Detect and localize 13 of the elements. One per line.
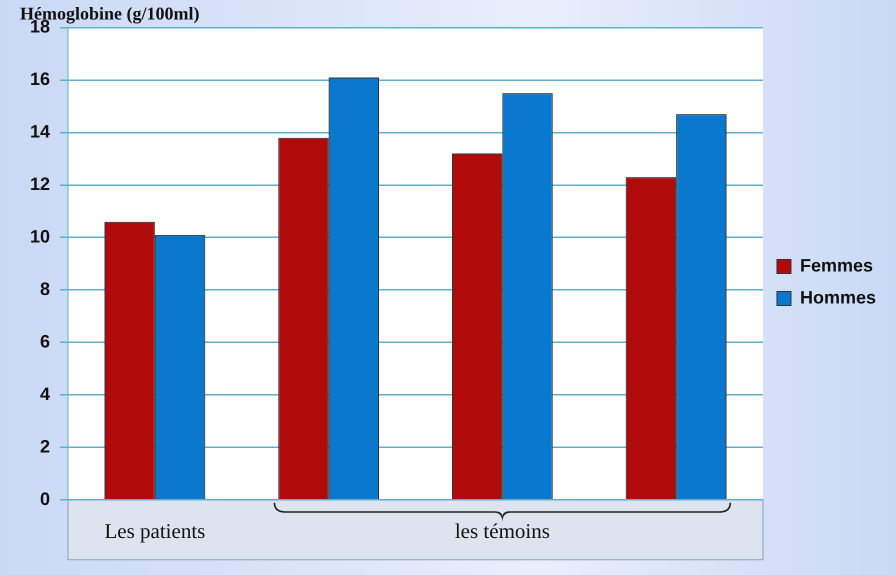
y-tick-label: 4 — [40, 384, 50, 404]
y-tick-label: 6 — [40, 331, 50, 352]
y-tick-label: 16 — [30, 69, 50, 90]
y-tick-label: 8 — [40, 278, 50, 299]
y-tick-label: 2 — [40, 436, 50, 456]
x-tick-label: les témoins — [454, 518, 550, 543]
y-tick-label: 10 — [30, 226, 50, 246]
y-tick-label: 12 — [30, 174, 50, 194]
legend-label: Femmes — [800, 255, 874, 276]
y-tick-label: 0 — [40, 488, 50, 509]
x-tick-label: Les patients — [104, 518, 206, 543]
y-tick-label: 14 — [30, 122, 50, 142]
legend-label: Hommes — [800, 287, 876, 308]
